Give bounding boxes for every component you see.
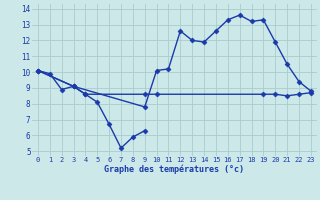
- X-axis label: Graphe des températures (°c): Graphe des températures (°c): [104, 165, 244, 174]
